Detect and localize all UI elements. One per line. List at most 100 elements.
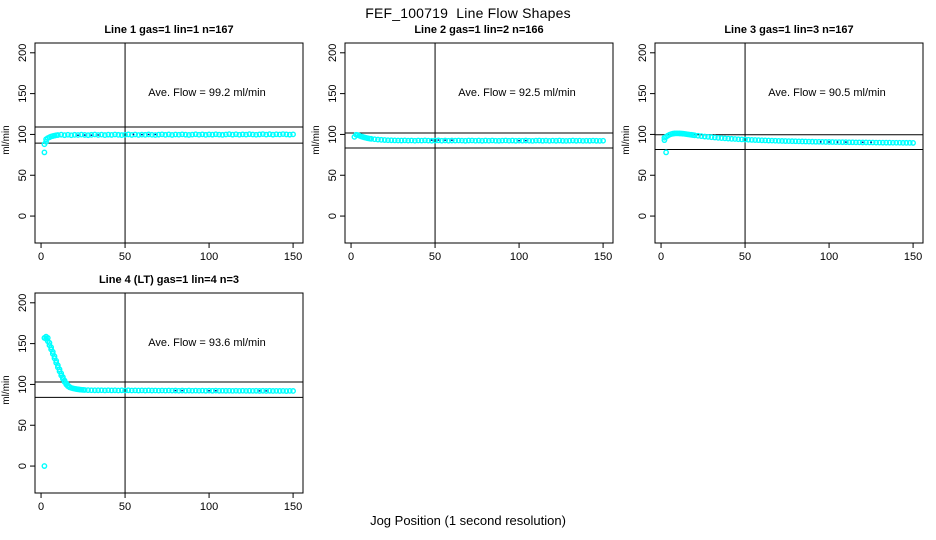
data-point <box>192 131 199 138</box>
data-point <box>853 139 859 146</box>
data-point <box>775 137 782 144</box>
plot-box <box>344 42 614 244</box>
data-point <box>698 133 705 140</box>
y-tick-label: 200 <box>637 44 649 62</box>
data-point <box>263 388 270 394</box>
data-point <box>411 137 418 144</box>
data-point <box>122 131 128 138</box>
data-point <box>879 139 886 146</box>
data-point <box>270 388 276 394</box>
plot-box <box>34 292 304 494</box>
data-point <box>135 132 142 138</box>
data-point <box>91 387 98 394</box>
subplot-title: Line 4 (LT) gas=1 lin=4 n=3 <box>99 274 239 286</box>
data-point <box>206 131 212 138</box>
y-tick-label: 150 <box>327 84 339 102</box>
data-point <box>165 131 172 138</box>
x-tick-label: 0 <box>38 251 44 263</box>
data-point <box>438 137 445 144</box>
data-point <box>222 387 229 394</box>
x-tick-label: 50 <box>119 251 131 263</box>
data-point <box>270 131 276 138</box>
data-point <box>418 137 425 144</box>
data-point <box>782 138 789 144</box>
data-point <box>229 131 236 138</box>
data-point <box>395 137 401 144</box>
data-point <box>226 131 233 138</box>
data-point <box>189 131 196 138</box>
plot-box <box>654 42 924 244</box>
data-point <box>196 131 202 138</box>
data-point <box>169 387 176 394</box>
y-axis-label: ml/min <box>621 125 632 154</box>
data-point <box>65 131 71 138</box>
overplotted-dark-point <box>214 389 217 392</box>
data-point <box>519 137 526 144</box>
data-point <box>502 137 509 144</box>
data-point <box>263 131 270 138</box>
data-point <box>212 131 219 138</box>
data-point <box>149 131 155 138</box>
data-point <box>489 137 496 144</box>
data-point <box>432 137 438 144</box>
data-point <box>809 138 816 145</box>
overplotted-dark-point <box>174 389 177 392</box>
y-tick-label: 200 <box>17 294 29 312</box>
data-point <box>539 137 546 144</box>
data-point <box>98 131 105 138</box>
data-point <box>273 387 280 394</box>
data-point <box>216 387 223 394</box>
data-point <box>472 137 479 144</box>
data-point <box>485 137 492 144</box>
ave-flow-annotation: Ave. Flow = 93.6 ml/min <box>148 337 265 349</box>
data-point <box>721 135 728 142</box>
data-point <box>273 131 280 138</box>
data-point <box>122 387 128 394</box>
x-tick-label: 0 <box>348 251 354 263</box>
data-point <box>906 139 913 146</box>
overplotted-dark-point <box>83 134 86 136</box>
data-point <box>175 387 182 394</box>
data-point <box>509 137 516 144</box>
data-point <box>138 131 145 138</box>
x-tick-label: 150 <box>904 251 922 263</box>
x-tick-label: 100 <box>200 501 218 513</box>
data-point <box>239 131 246 138</box>
data-point <box>873 139 880 146</box>
data-point <box>903 139 910 146</box>
data-point <box>243 387 249 394</box>
data-point <box>165 387 172 394</box>
overplotted-dark-point <box>265 390 268 392</box>
x-tick-label: 50 <box>739 251 751 263</box>
data-point <box>135 387 142 394</box>
overplotted-dark-point <box>132 133 135 136</box>
overplotted-dark-point <box>845 141 847 143</box>
data-point <box>152 132 159 138</box>
overplotted-dark-point <box>141 133 143 136</box>
overplotted-dark-point <box>828 141 830 143</box>
overplotted-dark-point <box>437 139 440 141</box>
data-point <box>61 132 68 139</box>
data-point <box>496 137 502 144</box>
data-point <box>202 131 209 138</box>
data-points <box>41 131 296 156</box>
data-point <box>556 137 563 144</box>
x-tick-label: 50 <box>429 251 441 263</box>
y-tick-label: 100 <box>17 125 29 143</box>
data-point <box>445 137 452 144</box>
data-point <box>452 137 459 144</box>
data-point <box>391 137 398 144</box>
data-point <box>88 387 95 394</box>
y-tick-label: 100 <box>327 125 339 143</box>
data-point <box>462 137 469 144</box>
y-tick-label: 150 <box>17 334 29 352</box>
overplotted-dark-point <box>90 134 93 136</box>
data-point <box>142 387 149 394</box>
data-point <box>715 134 722 141</box>
data-point <box>765 137 772 144</box>
data-point <box>162 387 169 394</box>
data-point <box>459 137 465 144</box>
data-point <box>900 139 906 146</box>
ave-flow-annotation: Ave. Flow = 90.5 ml/min <box>768 87 885 99</box>
